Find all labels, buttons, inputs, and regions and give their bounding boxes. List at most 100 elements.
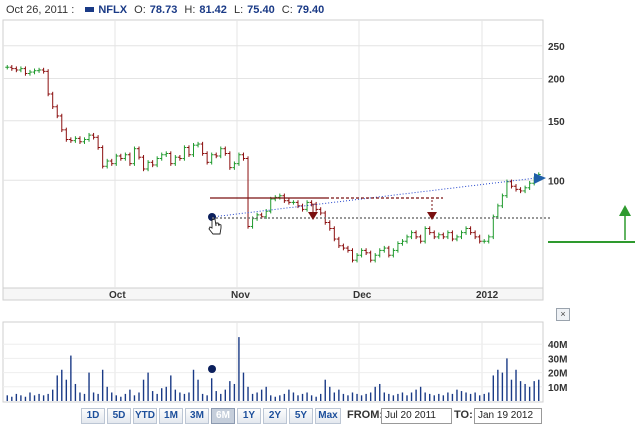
ohlc-bar[interactable] [377,248,382,258]
ohlc-bar[interactable] [268,196,273,214]
ohlc-bar[interactable] [46,69,51,97]
ohlc-bar[interactable] [150,160,155,168]
range-button-ytd[interactable]: YTD [133,408,157,424]
ohlc-bar[interactable] [327,220,332,231]
ohlc-bar[interactable] [59,113,64,133]
ohlc-bar[interactable] [386,245,391,258]
ohlc-bar[interactable] [177,155,182,161]
ohlc-bar[interactable] [64,127,69,142]
range-button-max[interactable]: Max [315,408,341,424]
ohlc-bar[interactable] [305,200,310,212]
range-button-5d[interactable]: 5D [107,408,131,424]
ohlc-bar[interactable] [141,155,146,172]
ohlc-bar[interactable] [400,239,405,246]
ohlc-bar[interactable] [200,141,205,156]
ohlc-bar[interactable] [391,248,396,258]
close-volume-button[interactable]: × [556,308,570,321]
price-panel[interactable] [2,19,544,289]
ohlc-bar[interactable] [209,152,214,165]
ohlc-bar[interactable] [155,156,160,168]
ohlc-bar[interactable] [332,226,337,242]
ohlc-bar[interactable] [68,137,73,143]
ohlc-bar[interactable] [164,151,169,157]
ohlc-bar[interactable] [450,230,455,242]
ohlc-bar[interactable] [123,152,128,161]
ohlc-bar[interactable] [468,226,473,235]
ohlc-bar[interactable] [32,68,37,75]
ohlc-bar[interactable] [500,193,505,209]
ohlc-bar[interactable] [109,158,114,166]
ohlc-bar[interactable] [241,152,246,161]
ohlc-bar[interactable] [482,239,487,244]
ohlc-bar[interactable] [459,230,464,240]
ohlc-bar[interactable] [350,248,355,263]
ohlc-bar[interactable] [405,234,409,244]
range-button-5y[interactable]: 5Y [289,408,313,424]
range-button-2y[interactable]: 2Y [263,408,287,424]
range-button-6m[interactable]: 6M [211,408,235,424]
ohlc-bar[interactable] [77,136,82,144]
range-button-1y[interactable]: 1Y [237,408,261,424]
ohlc-bar[interactable] [41,67,46,74]
ohlc-bar[interactable] [345,245,350,253]
ohlc-bar[interactable] [186,145,191,157]
ohlc-bar[interactable] [14,66,19,73]
ohlc-bar[interactable] [182,145,187,161]
ohlc-bar[interactable] [314,201,319,212]
ohlc-bar[interactable] [432,230,437,240]
ohlc-bar[interactable] [341,243,346,251]
ohlc-bar[interactable] [427,226,432,235]
ohlc-bar[interactable] [205,151,210,165]
ohlc-bar[interactable] [159,152,164,161]
range-button-3m[interactable]: 3M [185,408,209,424]
ohlc-bar[interactable] [232,161,237,170]
ohlc-bar[interactable] [477,234,482,244]
ohlc-bar[interactable] [518,187,523,194]
range-button-1m[interactable]: 1M [159,408,183,424]
ohlc-bar[interactable] [409,230,414,240]
ohlc-bar[interactable] [218,146,223,159]
ohlc-bar[interactable] [5,65,10,70]
ohlc-bar[interactable] [9,65,14,71]
ohlc-bar[interactable] [214,152,219,159]
ohlc-bar[interactable] [173,155,178,166]
ohlc-bar[interactable] [132,146,137,166]
ohlc-bar[interactable] [382,245,387,253]
ohlc-bar[interactable] [418,234,423,244]
ohlc-bar[interactable] [336,236,341,248]
ohlc-bar[interactable] [73,136,78,143]
ohlc-bar[interactable] [223,146,228,156]
ohlc-bar[interactable] [50,91,55,109]
ohlc-bar[interactable] [318,207,323,216]
ohlc-bar[interactable] [246,156,251,229]
ohlc-bar[interactable] [445,230,450,240]
ohlc-bar[interactable] [395,241,400,253]
ohlc-bar[interactable] [227,151,232,170]
to-date-input[interactable]: Jan 19 2012 [474,408,542,424]
ohlc-bar[interactable] [82,137,87,144]
ohlc-bar[interactable] [100,145,105,169]
ohlc-bar[interactable] [168,151,173,166]
ohlc-bar[interactable] [495,203,500,219]
ohlc-bar[interactable] [286,198,291,205]
ohlc-bar[interactable] [37,67,42,73]
price-volume-chart[interactable]: 250 200 150 100 Oct Nov Dec 2012 40M 30M 20M 10M [0,0,635,405]
from-date-input[interactable]: Jul 20 2011 [381,408,452,424]
ohlc-bar[interactable] [18,66,23,73]
ohlc-bar[interactable] [509,179,514,189]
ohlc-bar[interactable] [137,146,141,160]
ohlc-bar[interactable] [514,184,519,192]
ohlc-bar[interactable] [295,200,300,209]
ohlc-bar[interactable] [527,181,532,191]
ohlc-bar[interactable] [191,143,196,157]
ohlc-bar[interactable] [146,160,151,172]
ohlc-bar[interactable] [291,200,296,205]
ohlc-bar[interactable] [118,153,123,161]
volume-panel[interactable] [2,321,544,403]
ohlc-bar[interactable] [368,250,373,263]
ohlc-bar[interactable] [364,248,369,256]
ohlc-bar[interactable] [436,232,441,240]
ohlc-bar[interactable] [454,234,459,242]
ohlc-bar[interactable] [373,253,378,263]
ohlc-bar[interactable] [414,230,419,240]
